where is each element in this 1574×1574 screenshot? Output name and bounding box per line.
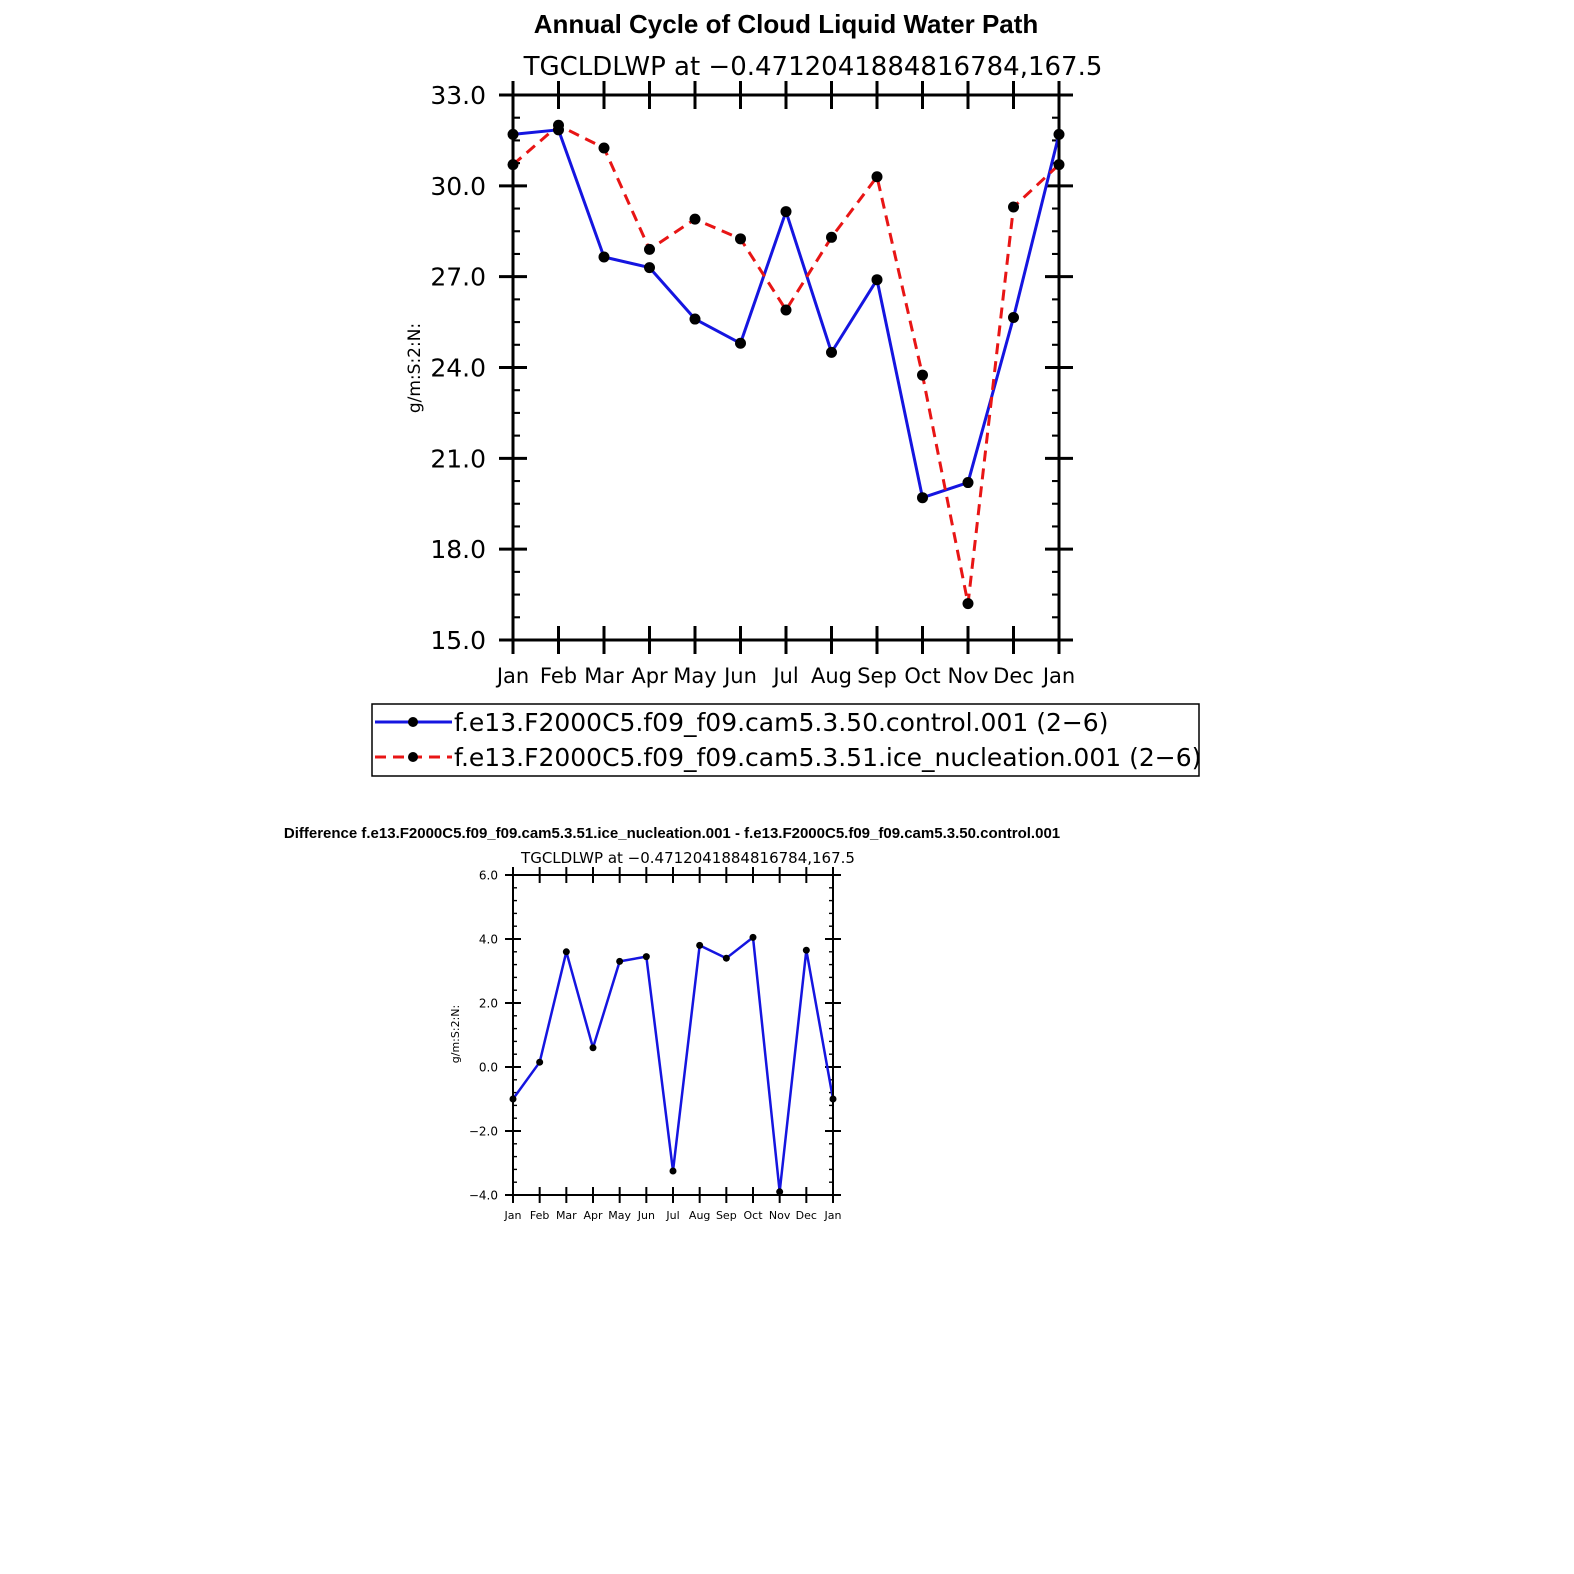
x-tick-label: Sep <box>857 664 897 688</box>
legend-marker-ice-nucleation <box>408 752 418 762</box>
chart2-series <box>509 933 837 1196</box>
chart2-title: Difference f.e13.F2000C5.f09_f09.cam5.3.… <box>284 825 1060 842</box>
x-tick-label: Jan <box>1041 664 1075 688</box>
y-tick-label: 6.0 <box>479 868 498 882</box>
chart1-legend: f.e13.F2000C5.f09_f09.cam5.3.50.control.… <box>371 703 1201 777</box>
x-tick-label: Jan <box>504 1209 522 1222</box>
series-0-point <box>722 954 730 962</box>
series-1-point <box>917 369 928 381</box>
series-0-point <box>598 251 610 263</box>
y-tick-label: 24.0 <box>430 354 486 383</box>
series-1-point <box>871 171 883 183</box>
chart1-ticks <box>499 81 1073 654</box>
x-tick-label: Apr <box>583 1209 603 1222</box>
chart2-y-axis-label: g/m:S:2:N: <box>449 1005 462 1063</box>
y-tick-label: −4.0 <box>469 1188 498 1202</box>
x-tick-label: Jan <box>824 1209 842 1222</box>
y-tick-label: 30.0 <box>430 172 486 201</box>
y-tick-label: 4.0 <box>479 932 498 946</box>
y-tick-label: 15.0 <box>430 626 486 655</box>
y-tick-label: 2.0 <box>479 996 498 1010</box>
x-tick-label: Mar <box>556 1209 577 1222</box>
x-tick-label: Dec <box>796 1209 817 1222</box>
series-0-point <box>962 477 974 489</box>
legend-label-control: f.e13.F2000C5.f09_f09.cam5.3.50.control.… <box>454 708 1108 737</box>
series-0-point <box>776 1188 784 1196</box>
x-tick-label: May <box>608 1209 631 1222</box>
x-tick-label: Oct <box>904 664 940 688</box>
series-0-point <box>536 1058 544 1066</box>
series-0-point <box>735 337 746 349</box>
series-0-point <box>589 1044 597 1052</box>
x-tick-label: May <box>673 664 716 688</box>
annual-cycle-chart: Annual Cycle of Cloud Liquid Water Path … <box>371 9 1201 777</box>
series-0-point <box>562 948 570 956</box>
legend-label-ice-nucleation: f.e13.F2000C5.f09_f09.cam5.3.51.ice_nucl… <box>454 743 1201 772</box>
chart2-y-tick-labels: −4.0 −2.0 0.0 2.0 4.0 6.0 <box>469 868 498 1202</box>
chart2-plot-frame <box>512 874 834 1196</box>
series-0-point <box>689 313 701 325</box>
y-tick-label: −2.0 <box>469 1124 498 1138</box>
x-tick-label: Aug <box>689 1209 710 1222</box>
difference-chart: Difference f.e13.F2000C5.f09_f09.cam5.3.… <box>284 825 1060 1222</box>
chart1-subtitle: TGCLDLWP at −0.4712041884816784,167.5 <box>523 52 1103 82</box>
series-1-point <box>735 233 746 245</box>
chart1-y-axis-label: g/m:S:2:N: <box>405 323 425 413</box>
series-0-point <box>749 933 757 941</box>
x-tick-label: Jul <box>771 664 798 688</box>
x-tick-label: Apr <box>631 664 668 688</box>
series-0-point <box>1008 312 1019 324</box>
x-tick-label: Mar <box>584 664 624 688</box>
series-0-point <box>871 274 883 286</box>
x-tick-label: Feb <box>530 1209 549 1222</box>
series-1-point <box>553 119 564 131</box>
series-0-point <box>826 346 837 358</box>
series-0-point <box>642 953 650 961</box>
chart1-plot-frame <box>511 93 1061 642</box>
series-1-point <box>780 304 792 316</box>
x-tick-label: Feb <box>540 664 577 688</box>
series-0-point <box>644 262 655 274</box>
series-1-point <box>644 243 655 255</box>
legend-marker-control <box>408 717 418 727</box>
series-1-point <box>689 213 701 225</box>
chart1-y-tick-labels: 15.0 18.0 21.0 24.0 27.0 30.0 33.0 <box>430 81 486 655</box>
x-tick-label: Sep <box>716 1209 737 1222</box>
chart1-title: Annual Cycle of Cloud Liquid Water Path <box>534 9 1039 39</box>
series-1-point <box>826 231 837 243</box>
x-tick-label: Jun <box>637 1209 655 1222</box>
series-1-point <box>598 142 610 154</box>
series-0-point <box>917 492 928 504</box>
y-tick-label: 21.0 <box>430 444 486 473</box>
x-tick-label: Nov <box>769 1209 791 1222</box>
series-0-point <box>780 206 792 218</box>
y-tick-label: 18.0 <box>430 535 486 564</box>
chart1-series <box>507 119 1065 610</box>
x-tick-label: Oct <box>743 1209 763 1222</box>
y-tick-label: 27.0 <box>430 263 486 292</box>
chart2-x-tick-labels: Jan Feb Mar Apr May Jun Jul Aug Sep Oct Nov Dec Jan <box>504 1209 842 1222</box>
x-tick-label: Jun <box>722 664 757 688</box>
series-line-0 <box>511 936 835 1194</box>
chart1-x-tick-labels: Jan Feb Mar Apr May Jun Jul Aug Sep Oct Nov Dec Jan <box>495 664 1075 688</box>
series-0-point <box>616 957 624 965</box>
series-line-1 <box>512 123 1061 606</box>
series-0-point <box>802 946 810 954</box>
series-0-point <box>669 1167 677 1175</box>
x-tick-label: Jan <box>495 664 529 688</box>
x-tick-label: Aug <box>811 664 852 688</box>
x-tick-label: Dec <box>993 664 1034 688</box>
chart2-ticks <box>505 867 841 1203</box>
chart2-subtitle: TGCLDLWP at −0.4712041884816784,167.5 <box>520 849 855 867</box>
y-tick-label: 0.0 <box>479 1060 498 1074</box>
x-tick-label: Jul <box>665 1209 679 1222</box>
series-0-point <box>696 941 704 949</box>
legend-box <box>371 703 1200 777</box>
y-tick-label: 33.0 <box>430 81 486 110</box>
series-1-point <box>962 598 974 610</box>
x-tick-label: Nov <box>948 664 989 688</box>
series-1-point <box>1008 201 1019 213</box>
